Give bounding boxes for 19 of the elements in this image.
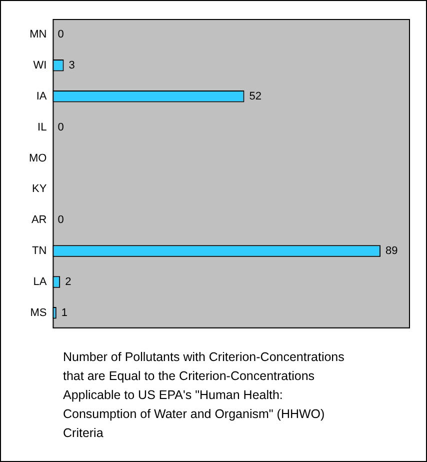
- data-label: 2: [65, 276, 72, 288]
- data-label: 52: [249, 90, 262, 102]
- data-label: 1: [61, 306, 68, 319]
- text: Number of Pollutants with Criterion-Concentrations that are Equal to the Criterion-Concentrations Applicable to US EPA's "Human Health: Consumption of Water and Organism" (HHWO) Criteria: [63, 349, 346, 442]
- y-tick-label: MO: [28, 152, 48, 164]
- y-tick-label: MN: [30, 28, 47, 40]
- y-tick-label: IL: [38, 121, 47, 134]
- y-tick-label: MS: [30, 306, 47, 319]
- y-tick-label: TN: [32, 245, 47, 258]
- data-label: 0: [58, 28, 64, 40]
- data-label: 0: [58, 214, 64, 226]
- y-tick-label: IA: [36, 90, 48, 102]
- y-tick-label: LA: [33, 276, 48, 288]
- data-label: 3: [68, 59, 75, 72]
- y-tick-label: WI: [33, 59, 47, 72]
- y-tick-label: AR: [31, 214, 47, 226]
- data-label: 0: [58, 121, 64, 134]
- y-tick-label: KY: [32, 183, 48, 196]
- data-label: 89: [386, 245, 398, 258]
